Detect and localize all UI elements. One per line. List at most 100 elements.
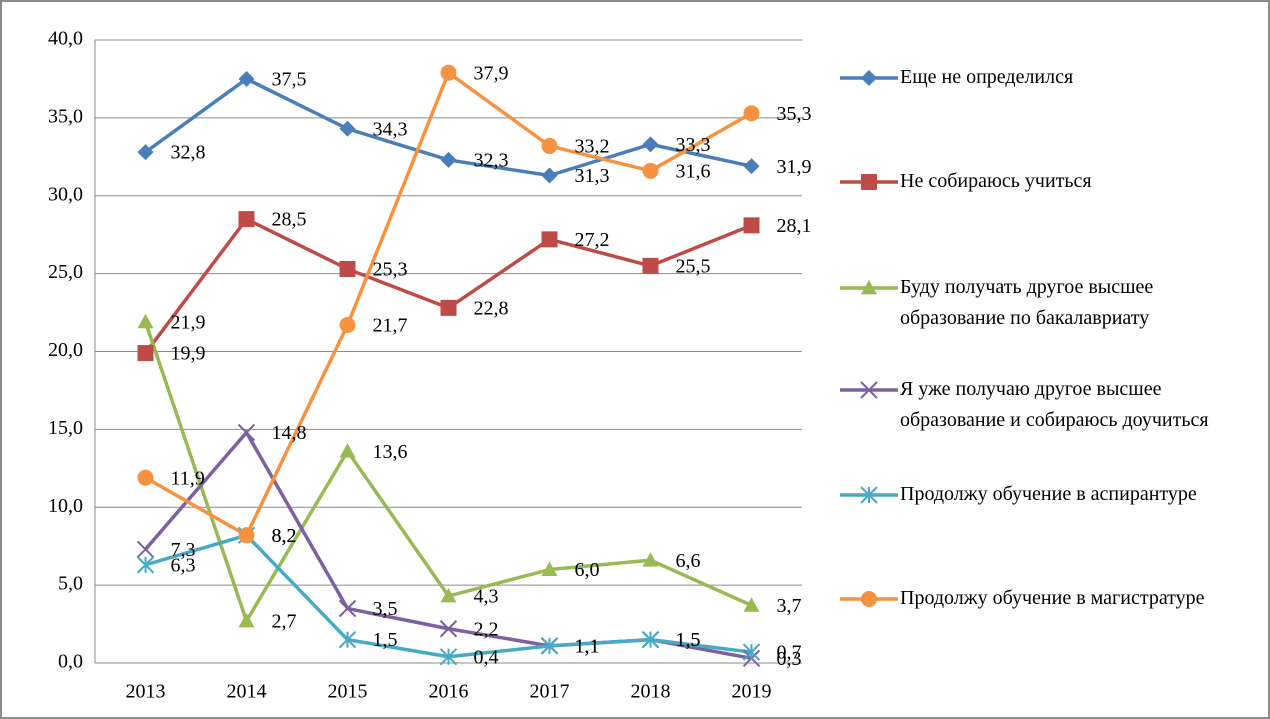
marker xyxy=(238,211,255,228)
data-label: 28,1 xyxy=(777,215,812,237)
marker xyxy=(642,162,659,179)
marker xyxy=(743,105,760,122)
marker xyxy=(440,64,457,81)
marker xyxy=(238,527,255,544)
legend-item: Я уже получаю другое высшее образование … xyxy=(838,374,1258,436)
marker xyxy=(238,612,255,628)
marker xyxy=(743,158,760,175)
data-label: 31,9 xyxy=(777,156,812,178)
marker xyxy=(541,137,558,154)
legend-item: Продолжу обучение в магистратуре xyxy=(838,583,1258,614)
marker xyxy=(339,120,356,137)
data-label: 27,2 xyxy=(575,229,610,251)
data-label: 14,8 xyxy=(272,422,307,444)
y-tick-label: 35,0 xyxy=(48,105,83,127)
legend-item: Не собираюсь учиться xyxy=(838,166,1258,197)
marker xyxy=(339,317,356,334)
marker xyxy=(642,257,659,274)
data-label: 28,5 xyxy=(272,209,307,231)
data-label: 25,3 xyxy=(373,259,408,281)
legend-symbol xyxy=(840,381,898,399)
data-label: 6,0 xyxy=(575,559,600,581)
data-label: 21,9 xyxy=(171,312,206,334)
data-label: 31,6 xyxy=(676,160,711,182)
data-label: 32,3 xyxy=(474,150,509,172)
data-label: 1,1 xyxy=(575,635,600,657)
data-label: 34,3 xyxy=(373,118,408,140)
data-label: 22,8 xyxy=(474,297,509,319)
y-tick-label: 0,0 xyxy=(58,651,83,673)
legend-item: Буду получать другое высшее образование … xyxy=(838,272,1258,334)
marker xyxy=(541,167,558,184)
legend-label: Я уже получаю другое высшее образование … xyxy=(900,378,1209,431)
data-label: 1,5 xyxy=(373,629,398,651)
legend-symbol xyxy=(840,174,898,190)
legend-label: Еще не определился xyxy=(900,66,1074,88)
marker xyxy=(541,231,558,248)
y-tick-label: 5,0 xyxy=(58,573,83,595)
y-tick-label: 20,0 xyxy=(48,339,83,361)
x-tick-label: 2017 xyxy=(530,681,570,703)
data-label: 8,2 xyxy=(272,525,297,547)
marker xyxy=(136,540,155,559)
data-label: 31,3 xyxy=(575,165,610,187)
marker xyxy=(137,144,154,161)
data-label: 21,7 xyxy=(373,315,408,337)
marker xyxy=(860,381,878,399)
data-label: 1,5 xyxy=(676,629,701,651)
y-tick-label: 25,0 xyxy=(48,261,83,283)
marker xyxy=(860,486,878,504)
legend-item: Продолжу обучение в аспирантуре xyxy=(838,479,1258,510)
marker xyxy=(743,217,760,234)
x-tick-label: 2016 xyxy=(429,681,469,703)
marker xyxy=(137,469,154,486)
marker xyxy=(338,599,357,618)
y-tick-label: 30,0 xyxy=(48,183,83,205)
x-tick-label: 2014 xyxy=(227,681,267,703)
marker xyxy=(137,345,154,362)
y-tick-label: 10,0 xyxy=(48,495,83,517)
data-label: 25,5 xyxy=(676,255,711,277)
legend-label: Буду получать другое высшее образование … xyxy=(900,276,1154,329)
y-tick-label: 15,0 xyxy=(48,417,83,439)
data-label: 13,6 xyxy=(373,441,408,463)
data-label: 6,6 xyxy=(676,550,701,572)
legend-label: Не собираюсь учиться xyxy=(900,170,1092,192)
marker xyxy=(861,280,877,295)
data-label: 0,3 xyxy=(777,648,802,670)
data-label: 0,7 xyxy=(777,642,802,664)
data-label: 1,1 xyxy=(575,635,600,657)
legend-label: Продолжу обучение в магистратуре xyxy=(900,587,1205,609)
marker xyxy=(743,597,760,612)
data-label: 11,9 xyxy=(171,467,205,489)
data-label: 8,2 xyxy=(272,525,297,547)
legend-symbol xyxy=(840,486,898,504)
series-line xyxy=(143,321,753,626)
marker xyxy=(440,588,457,603)
marker xyxy=(338,630,357,649)
marker xyxy=(339,443,356,458)
data-label: 19,9 xyxy=(171,343,206,365)
x-tick-label: 2013 xyxy=(126,681,166,703)
marker xyxy=(440,151,457,168)
legend-item: Еще не определился xyxy=(838,62,1258,93)
data-label: 33,2 xyxy=(575,136,610,158)
marker xyxy=(339,260,356,277)
data-label: 37,9 xyxy=(474,62,509,84)
x-tick-label: 2018 xyxy=(631,681,671,703)
data-label: 37,5 xyxy=(272,69,307,91)
legend-symbol xyxy=(840,280,898,295)
marker xyxy=(861,70,877,86)
series-line xyxy=(144,216,753,355)
series-line xyxy=(144,429,752,661)
x-tick-label: 2019 xyxy=(732,681,772,703)
data-label: 35,3 xyxy=(777,103,812,125)
marker xyxy=(861,591,877,607)
legend-symbol xyxy=(840,591,898,607)
data-label: 3,5 xyxy=(373,598,398,620)
data-label: 33,3 xyxy=(676,134,711,156)
legend-symbol xyxy=(840,70,898,86)
marker xyxy=(440,299,457,316)
marker xyxy=(641,630,660,649)
